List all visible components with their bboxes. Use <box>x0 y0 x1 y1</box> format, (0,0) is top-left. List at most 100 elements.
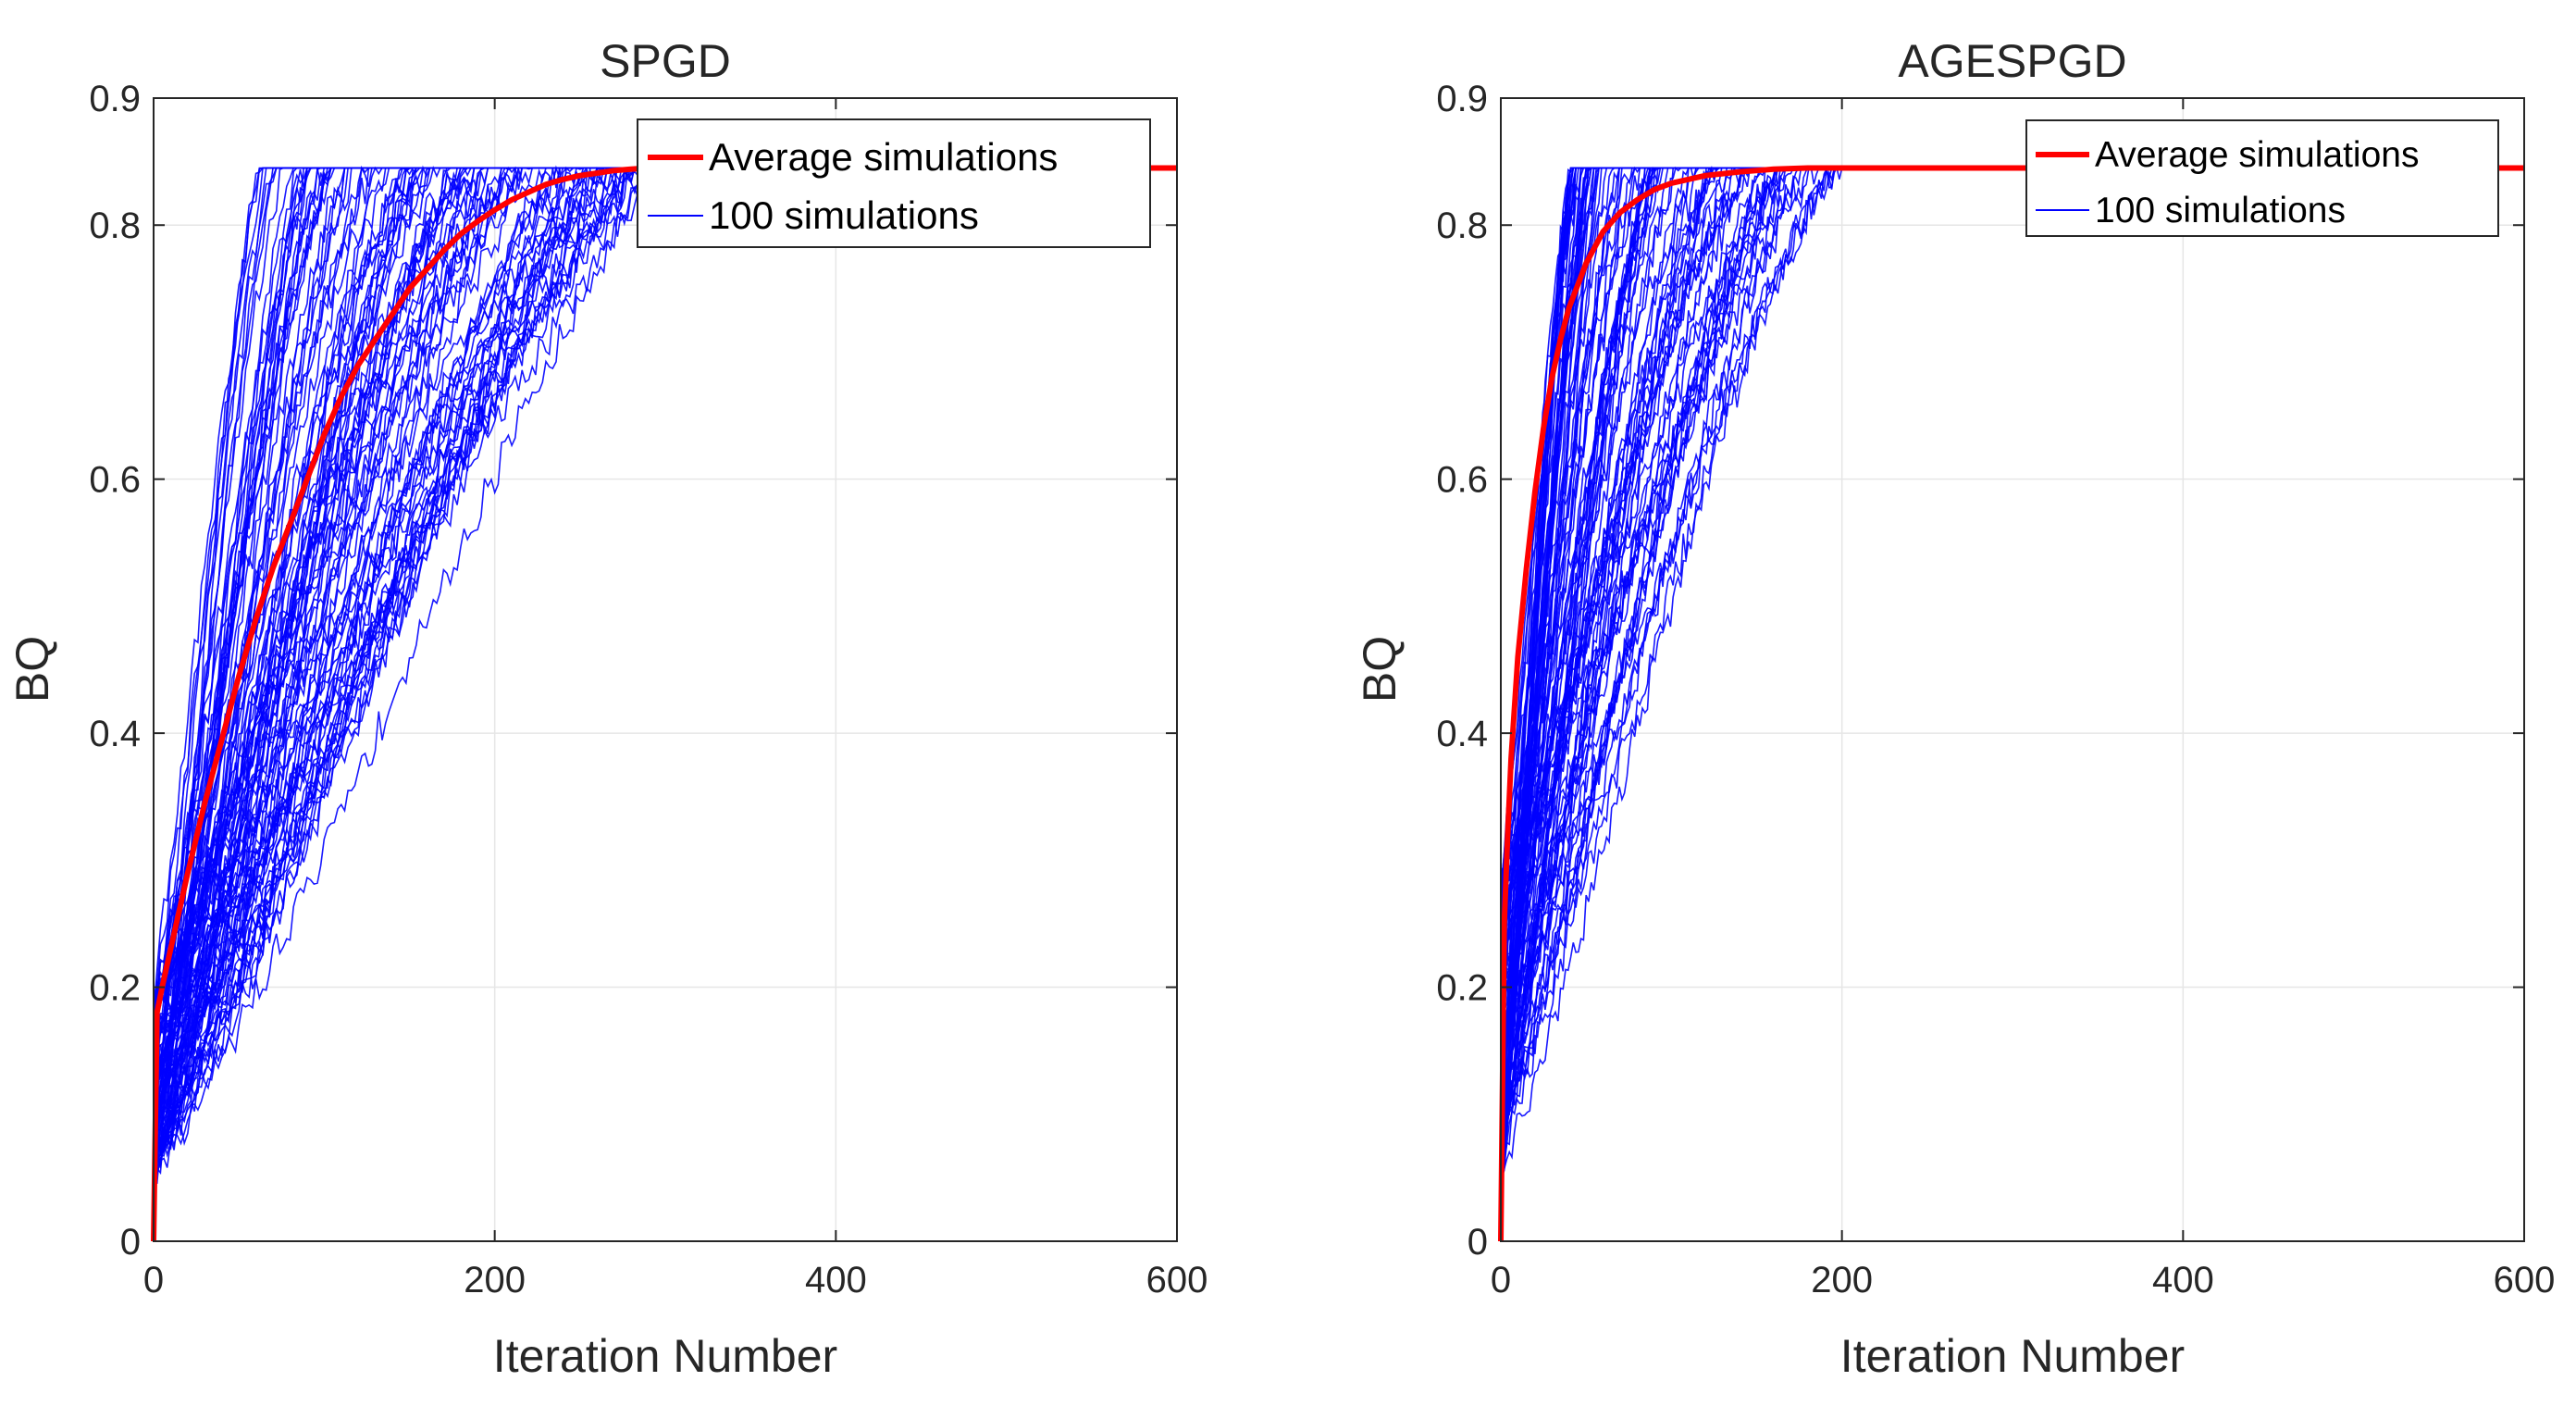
y-tick-label: 0.9 <box>89 79 141 119</box>
simulation-line <box>153 167 1177 1242</box>
simulation-line <box>153 167 1177 1242</box>
x-axis-label: Iteration Number <box>1840 1330 2185 1382</box>
simulation-line <box>1500 167 2524 1242</box>
average-line-group <box>1498 165 2524 1242</box>
y-tick-label: 0.4 <box>89 714 141 754</box>
ticks: 0 200 400 600 0 0.2 0.4 0.6 0.8 0.9 <box>1436 79 2555 1300</box>
legend-average-label: Average simulations <box>2095 135 2419 175</box>
simulation-line <box>153 167 1177 1242</box>
ticks: 0 200 400 600 0 0.2 0.4 0.6 0.8 0.9 <box>89 79 1208 1300</box>
simulation-line <box>153 167 1177 1242</box>
y-tick-label: 0.2 <box>89 968 141 1009</box>
simulation-line <box>1500 167 2524 1242</box>
x-tick-label: 200 <box>464 1260 526 1300</box>
plot-area <box>1501 98 2524 1241</box>
y-tick-label: 0.8 <box>1436 205 1488 246</box>
simulation-line <box>1500 167 2524 1242</box>
y-tick-label: 0 <box>120 1222 141 1263</box>
average-line <box>1498 165 2524 1242</box>
legend-sims-label: 100 simulations <box>709 193 979 237</box>
x-tick-label: 400 <box>2152 1260 2214 1300</box>
simulation-line <box>1500 167 2524 1242</box>
simulation-line <box>153 167 1177 1242</box>
legend: Average simulations 100 simulations <box>637 118 1151 248</box>
x-tick-label: 0 <box>1491 1260 1511 1300</box>
legend: Average simulations 100 simulations <box>2025 119 2499 237</box>
simulation-line <box>153 166 1177 1242</box>
simulation-line <box>153 167 1177 1242</box>
simulation-line <box>153 167 1177 1242</box>
simulation-line <box>153 167 1177 1242</box>
simulation-line <box>1500 167 2524 1242</box>
y-tick-label: 0.4 <box>1436 714 1488 754</box>
x-tick-label: 600 <box>2494 1260 2556 1300</box>
simulation-line <box>153 167 1177 1242</box>
simulation-line <box>153 167 1177 1242</box>
simulation-lines <box>1500 166 2524 1242</box>
simulation-line <box>153 167 1177 1242</box>
x-tick-label: 400 <box>805 1260 867 1300</box>
chart-spgd: 0 200 400 600 0 0.2 0.4 0.6 0.8 0.9 SPGD Iteratio… <box>6 35 1208 1382</box>
simulation-line <box>1500 167 2524 1242</box>
simulation-line <box>1500 167 2524 1242</box>
simulation-line <box>1500 167 2524 1242</box>
simulation-line <box>153 167 1177 1242</box>
simulation-line <box>1500 167 2524 1242</box>
simulation-line <box>153 167 1177 1242</box>
legend-sims-label: 100 simulations <box>2095 191 2346 230</box>
simulation-line <box>1500 167 2524 1242</box>
simulation-line <box>153 167 1177 1242</box>
simulation-line <box>153 165 1177 1242</box>
plot-frame <box>153 97 1178 1242</box>
x-axis-label: Iteration Number <box>493 1330 837 1382</box>
simulation-line <box>1500 167 2524 1242</box>
simulation-line <box>153 167 1177 1242</box>
simulation-line <box>153 167 1177 1242</box>
simulation-line <box>153 167 1177 1242</box>
y-axis-label: BQ <box>6 636 58 703</box>
simulation-line <box>1500 167 2524 1242</box>
simulation-line <box>1500 167 2524 1242</box>
x-tick-label: 200 <box>1811 1260 1873 1300</box>
chart-title: AGESPGD <box>1898 35 2126 87</box>
simulation-line <box>1500 167 2524 1242</box>
simulation-line <box>153 167 1177 1242</box>
simulation-line <box>153 167 1177 1242</box>
simulation-line <box>1500 167 2524 1242</box>
simulation-line <box>1500 167 2524 1242</box>
y-tick-label: 0.8 <box>89 205 141 246</box>
simulation-line <box>153 167 1177 1242</box>
simulation-line <box>153 167 1177 1242</box>
chart-agespgd: 0 200 400 600 0 0.2 0.4 0.6 0.8 0.9 AGESPGD Itera… <box>1354 35 2555 1382</box>
simulation-line <box>153 167 1177 1242</box>
simulation-line <box>1500 166 2524 1242</box>
simulation-line <box>1500 167 2524 1242</box>
simulation-line <box>153 167 1177 1242</box>
simulation-line <box>153 167 1177 1242</box>
simulation-line <box>1500 166 2524 1242</box>
y-tick-label: 0.2 <box>1436 968 1488 1009</box>
chart-title: SPGD <box>600 35 731 87</box>
y-tick-label: 0 <box>1468 1222 1488 1263</box>
simulation-line <box>153 166 1177 1242</box>
legend-box <box>2025 119 2499 237</box>
simulation-line <box>1500 167 2524 1242</box>
simulation-line <box>153 167 1177 1242</box>
simulation-line <box>1500 167 2524 1242</box>
simulation-line <box>1500 167 2524 1242</box>
legend-average-label: Average simulations <box>709 135 1058 179</box>
plot-frame <box>1500 97 2525 1242</box>
y-tick-label: 0.6 <box>89 460 141 501</box>
x-tick-label: 0 <box>143 1260 164 1300</box>
x-tick-label: 600 <box>1146 1260 1208 1300</box>
legend-box <box>637 118 1151 248</box>
y-axis-label: BQ <box>1354 636 1406 703</box>
y-tick-label: 0.6 <box>1436 460 1488 501</box>
simulation-line <box>1500 167 2524 1242</box>
simulation-line <box>153 167 1177 1242</box>
simulation-lines <box>153 165 1177 1242</box>
simulation-line <box>1500 166 2524 1242</box>
y-tick-label: 0.9 <box>1436 79 1488 119</box>
simulation-line <box>153 167 1177 1242</box>
